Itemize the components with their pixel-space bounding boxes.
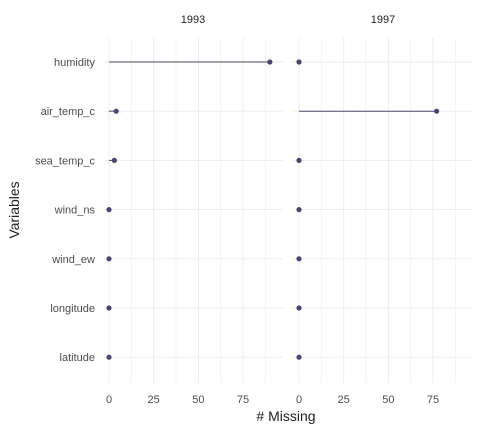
- lollipop-point: [296, 157, 302, 163]
- x-axis-title: # Missing: [256, 408, 315, 424]
- lollipop-point: [296, 256, 302, 262]
- y-tick-label: sea_temp_c: [35, 155, 95, 167]
- lollipop-point: [106, 256, 112, 262]
- x-tick-label: 50: [192, 394, 204, 406]
- x-tick-label: 25: [338, 394, 350, 406]
- lollipop-point: [296, 207, 302, 213]
- lollipop-point: [111, 157, 117, 163]
- lollipop-point: [296, 59, 302, 65]
- y-tick-label: air_temp_c: [41, 106, 96, 118]
- lollipop-point: [296, 305, 302, 311]
- y-tick-label: wind_ns: [54, 205, 96, 217]
- y-tick-label: latitude: [60, 352, 95, 364]
- y-tick-label: longitude: [50, 303, 95, 315]
- lollipop-point: [267, 59, 273, 65]
- panel-strip-label: 1993: [181, 14, 205, 26]
- x-tick-label: 75: [427, 394, 439, 406]
- x-tick-label: 0: [296, 394, 302, 406]
- y-tick-label: wind_ew: [51, 254, 95, 266]
- panel-1997: 1997 0 25 50 75: [293, 14, 473, 406]
- x-tick-label: 25: [148, 394, 160, 406]
- panel-1993: 1993 0 25 50 75: [103, 14, 283, 406]
- panel-strip-label: 1997: [371, 14, 395, 26]
- y-axis-title: Variables: [6, 181, 22, 238]
- x-tick-label: 0: [106, 394, 112, 406]
- lollipop-point: [434, 108, 440, 114]
- x-tick-label: 75: [237, 394, 249, 406]
- lollipop-point: [296, 354, 302, 360]
- lollipop-point: [106, 354, 112, 360]
- labels-layer: humidity air_temp_c sea_temp_c wind_ns wind_…: [6, 57, 316, 424]
- lollipop-point: [106, 305, 112, 311]
- y-tick-label: humidity: [54, 57, 95, 69]
- x-tick-label: 50: [382, 394, 394, 406]
- panels-layer: 1993 0 25 50 75 1997 0 25 50 75: [103, 14, 473, 406]
- lollipop-point: [106, 207, 112, 213]
- lollipop-point: [113, 108, 119, 114]
